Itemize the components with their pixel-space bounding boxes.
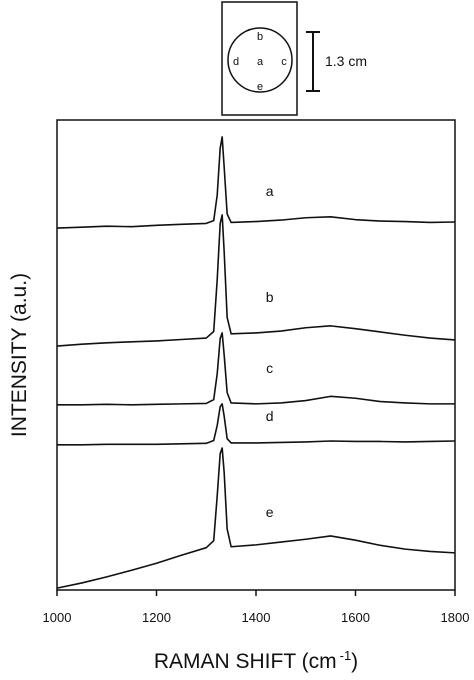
x-axis-label-sup: -1 (340, 648, 352, 663)
series-label: c (266, 360, 273, 376)
x-tick-label: 1200 (142, 610, 171, 625)
inset-label: c (281, 56, 287, 68)
inset: a b d c e 1.3 cm (221, 1, 367, 116)
inset-label: a (257, 56, 264, 68)
x-axis-label-close: ) (351, 650, 358, 673)
inset-label: d (233, 56, 239, 68)
spectrum-line (56, 447, 456, 589)
x-axis-label-text: RAMAN SHIFT (cm (154, 650, 337, 673)
x-tick-label: 1400 (242, 610, 271, 625)
series-label: a (266, 183, 274, 199)
y-axis-label: INTENSITY (a.u.) (8, 273, 31, 437)
spectrum-line (56, 136, 456, 229)
x-axis-label: RAMAN SHIFT (cm -1) (154, 648, 358, 673)
spectrum-line (57, 403, 456, 446)
scale-label: 1.3 cm (325, 53, 367, 69)
series-label: d (266, 408, 274, 424)
x-tick-label: 1800 (441, 610, 470, 625)
series-label: b (266, 289, 274, 305)
x-tick-label: 1000 (43, 610, 72, 625)
inset-label: e (257, 81, 263, 93)
plot-frame (56, 119, 456, 591)
spectrum-line (56, 214, 456, 347)
x-tick-label: 1600 (341, 610, 370, 625)
spectrum-line (57, 332, 455, 406)
inset-label: b (257, 31, 263, 43)
sample-disc (227, 27, 293, 93)
sample-outline (221, 1, 298, 116)
series-label: e (266, 504, 274, 520)
